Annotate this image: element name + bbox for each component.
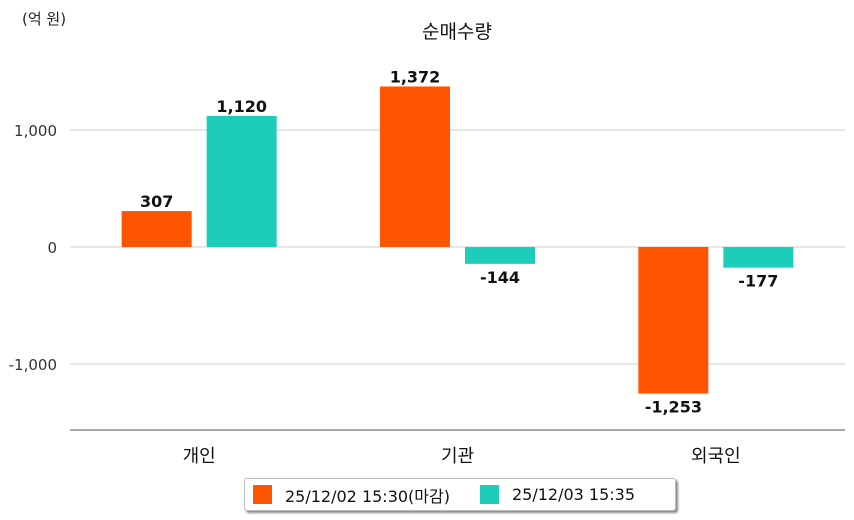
data-label: 307 xyxy=(140,192,173,211)
data-label: -177 xyxy=(738,272,778,291)
legend-label-series-1: 25/12/02 15:30(마감) xyxy=(285,486,450,506)
data-label: -1,253 xyxy=(645,398,702,417)
bar-2-외국인 xyxy=(723,247,794,268)
y-tick-label: 1,000 xyxy=(14,122,57,140)
x-tick-label: 기관 xyxy=(441,446,474,467)
chart-title: 순매수량 xyxy=(422,21,492,43)
legend-label-series-2: 25/12/03 15:35 xyxy=(511,485,636,504)
data-label: 1,120 xyxy=(216,97,267,116)
bar-1-기관 xyxy=(380,86,450,247)
legend-item-series-1[interactable]: 25/12/02 15:30(마감) xyxy=(253,483,450,507)
y-tick-label: -1,000 xyxy=(9,356,57,374)
data-label: 1,372 xyxy=(390,67,441,86)
data-label: -144 xyxy=(480,268,520,287)
bar-1-개인 xyxy=(121,211,192,247)
legend: 25/12/02 15:30(마감) 25/12/03 15:35 xyxy=(244,478,676,511)
bar-2-기관 xyxy=(465,247,535,264)
legend-item-series-2[interactable]: 25/12/03 15:35 xyxy=(479,485,636,504)
unit-label: (억 원) xyxy=(22,10,66,28)
y-tick-label: 0 xyxy=(47,239,57,257)
bar-1-외국인 xyxy=(638,247,709,394)
legend-swatch-series-2 xyxy=(479,485,499,504)
bar-2-개인 xyxy=(206,115,277,248)
legend-swatch-series-1 xyxy=(253,485,272,504)
x-tick-label: 외국인 xyxy=(691,446,741,467)
x-tick-label: 개인 xyxy=(183,446,216,467)
